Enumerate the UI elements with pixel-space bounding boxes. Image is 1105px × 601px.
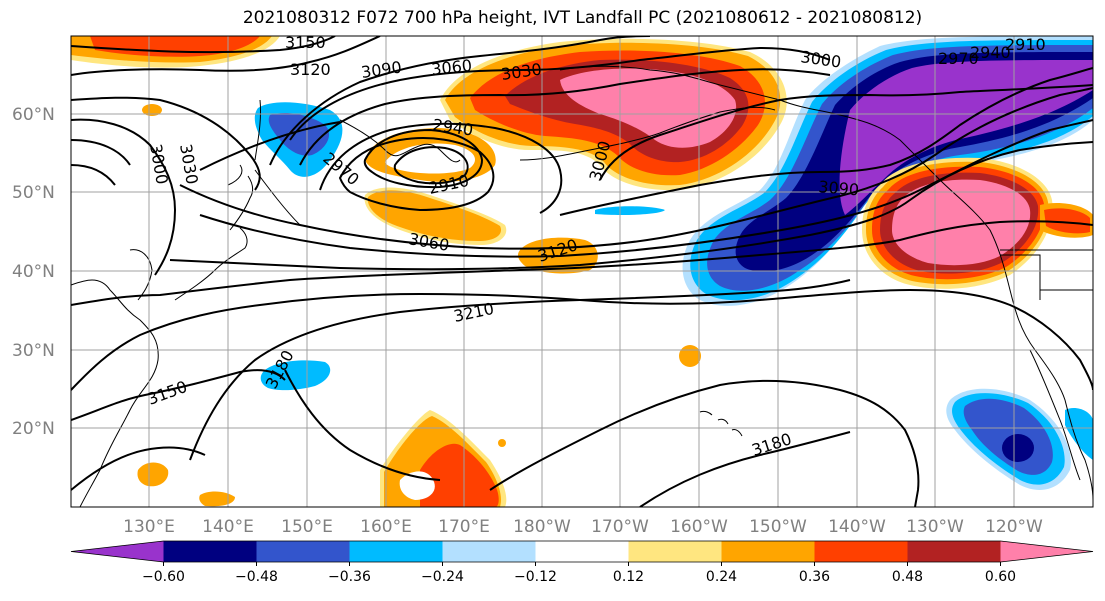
map-panel: 3150 3120 3090 3060 3030 3000 2970 2940 … — [71, 33, 1093, 507]
contour-2940 — [363, 128, 484, 189]
lon-label: 180°W — [513, 517, 571, 537]
colorbar-tick-label: −0.36 — [328, 569, 371, 585]
colorbar-segment — [628, 541, 722, 562]
contour-label: 3150 — [285, 33, 326, 52]
lon-label: 130°W — [906, 517, 964, 537]
baja-coastline — [1029, 349, 1081, 481]
lon-label: 130°E — [123, 517, 175, 537]
colorbar-segment — [535, 541, 629, 562]
lon-label: 140°W — [828, 517, 886, 537]
colorbar-tick-label: −0.24 — [421, 569, 464, 585]
colorbar-tick-label: 0.12 — [613, 569, 644, 585]
ivt-positive-region — [367, 190, 502, 241]
contour-3000-north — [71, 84, 1093, 214]
contour-3120-mid — [169, 141, 1093, 271]
ivt-negative-region — [1002, 434, 1034, 462]
contour-3210 — [189, 279, 851, 461]
contour-label: 3090 — [818, 177, 860, 199]
colorbar-segment — [814, 541, 908, 562]
map-frame — [70, 35, 1094, 508]
contour-3120-north — [71, 36, 381, 76]
ivt-positive-region — [560, 68, 737, 148]
lon-label: 170°E — [438, 517, 490, 537]
lat-label: 50°N — [12, 183, 55, 203]
contour-3150-south — [71, 369, 286, 421]
lat-label: 60°N — [12, 105, 55, 125]
ivt-positive-region — [498, 439, 506, 447]
ivt-negative-region — [839, 60, 1093, 215]
contour-3180-south — [71, 369, 920, 507]
state-borders — [1000, 249, 1093, 300]
lon-label: 160°E — [360, 517, 412, 537]
colorbar-tick-label: 0.36 — [799, 569, 830, 585]
contour-3180-bottom — [639, 431, 851, 507]
korea-coastline — [129, 249, 153, 301]
contour-label: 2910 — [1005, 35, 1046, 54]
contour-3090-mid — [199, 67, 1093, 216]
kamchatka-coastline — [339, 119, 461, 163]
colorbar-tick-label: 0.24 — [706, 569, 737, 585]
contour-label: 2970 — [938, 49, 979, 68]
contour-label: 3060 — [430, 56, 472, 79]
latitude-labels: 60°N 50°N 40°N 30°N 20°N — [12, 105, 55, 439]
colorbar-segment — [907, 541, 1001, 562]
contour-3150-north — [71, 36, 336, 54]
lon-label: 150°W — [749, 517, 807, 537]
contour-3060-north — [71, 46, 831, 276]
colorbar-segment — [256, 541, 350, 562]
lon-label: 120°W — [985, 517, 1043, 537]
contour-label: 3120 — [290, 60, 331, 79]
contour-3180-mid — [71, 288, 1093, 391]
colorbar-tick-label: −0.12 — [514, 569, 557, 585]
colorbar-segment — [721, 541, 815, 562]
height-contours — [71, 36, 1093, 507]
lon-label: 140°E — [202, 517, 254, 537]
colorbar: −0.60 −0.48 −0.36 −0.24 −0.12 0.12 0.24 0.36 0.4… — [70, 540, 1094, 585]
contour-3060-mid — [179, 87, 1093, 250]
contour-label: 2940 — [970, 43, 1011, 62]
ivt-negative-region — [595, 206, 665, 215]
colorbar-tick-label: 0.60 — [985, 569, 1016, 585]
sakhalin-coastline — [254, 99, 261, 161]
colorbar-tick-label: −0.60 — [142, 569, 185, 585]
lat-label: 20°N — [12, 419, 55, 439]
colorbar-tick-label: −0.48 — [235, 569, 278, 585]
lat-label: 40°N — [12, 262, 55, 282]
japan-coastline — [174, 164, 254, 301]
colorbar-tick-label: 0.48 — [892, 569, 923, 585]
ivt-positive-region — [1044, 208, 1090, 234]
longitude-labels: 130°E 140°E 150°E 160°E 170°E 180°W 170°… — [123, 517, 1043, 537]
ivt-positive-region — [199, 491, 235, 507]
contour-2910 — [393, 146, 469, 185]
hawaii-islands — [699, 410, 743, 437]
ivt-negative-region — [260, 360, 331, 391]
ivt-positive-region — [679, 345, 701, 367]
contour-3150-mid — [71, 220, 1093, 306]
ivt-positive-region — [420, 443, 499, 507]
colorbar-segment — [442, 541, 536, 562]
colorbar-segment — [349, 541, 443, 562]
graticule — [71, 36, 1093, 507]
contour-3090-north — [71, 36, 651, 191]
colorbar-segment — [163, 541, 257, 562]
ivt-positive-region — [137, 462, 169, 487]
lon-label: 150°E — [281, 517, 333, 537]
contour-3030-mid — [199, 119, 1093, 258]
contour-2970 — [338, 137, 495, 212]
lon-label: 160°W — [670, 517, 728, 537]
colorbar-segment — [1000, 541, 1093, 562]
colorbar-segment — [71, 541, 164, 562]
lon-label: 170°W — [591, 517, 649, 537]
ivt-negative-region — [1065, 408, 1093, 460]
map-title: 2021080312 F072 700 hPa height, IVT Land… — [242, 8, 923, 28]
ivt-positive-region — [142, 104, 162, 116]
lat-label: 30°N — [12, 341, 55, 361]
aleutian-islands — [519, 106, 776, 161]
contour-3030-north — [71, 68, 831, 166]
